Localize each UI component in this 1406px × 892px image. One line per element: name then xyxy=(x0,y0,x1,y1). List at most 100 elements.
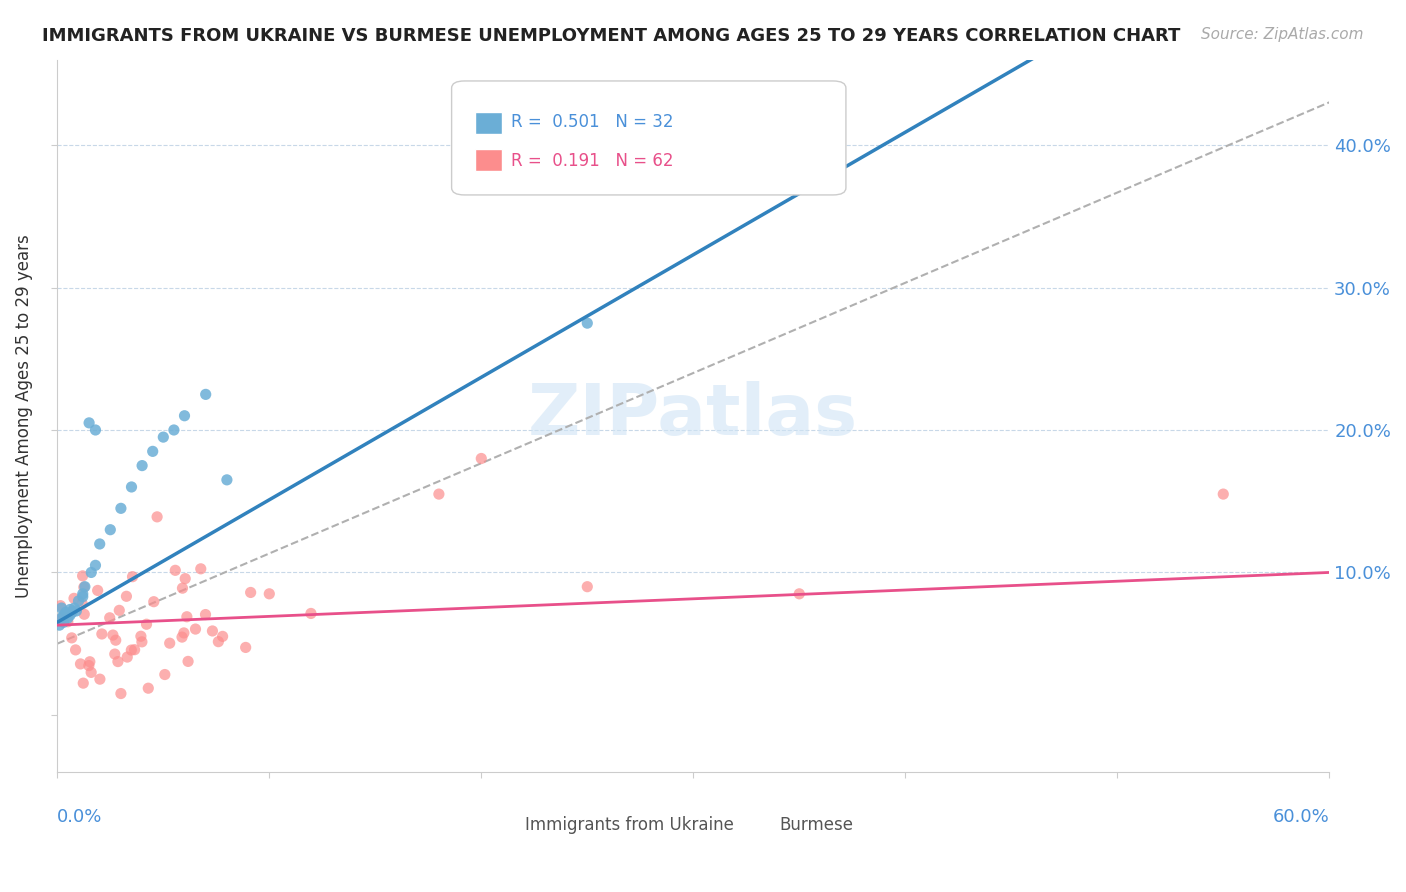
Point xyxy=(190,562,212,576)
Point xyxy=(77,416,100,430)
Point xyxy=(101,628,124,642)
Point xyxy=(72,569,94,583)
Point xyxy=(89,537,111,551)
Point xyxy=(194,387,217,401)
Point xyxy=(56,615,79,629)
Point xyxy=(79,655,101,669)
Point xyxy=(108,603,131,617)
Point xyxy=(177,654,200,668)
Point xyxy=(129,629,152,643)
Point xyxy=(59,602,82,616)
Point xyxy=(59,608,82,623)
Point xyxy=(787,587,810,601)
Text: ZIPatlas: ZIPatlas xyxy=(529,381,858,450)
Point xyxy=(49,599,72,613)
Point xyxy=(136,681,159,696)
Point xyxy=(239,585,262,599)
Point xyxy=(98,523,121,537)
Point xyxy=(142,444,165,458)
Point xyxy=(201,624,224,638)
Point xyxy=(207,634,229,648)
Point xyxy=(60,631,83,645)
Point xyxy=(72,590,94,604)
Point xyxy=(77,658,100,673)
Text: R =  0.501   N = 32: R = 0.501 N = 32 xyxy=(512,113,673,131)
FancyBboxPatch shape xyxy=(744,814,772,838)
Point xyxy=(159,636,181,650)
Point xyxy=(52,615,75,630)
Point xyxy=(84,423,107,437)
Point xyxy=(211,629,233,643)
Point xyxy=(194,607,217,622)
Point xyxy=(427,487,450,501)
FancyBboxPatch shape xyxy=(474,149,502,171)
Text: IMMIGRANTS FROM UKRAINE VS BURMESE UNEMPLOYMENT AMONG AGES 25 TO 29 YEARS CORREL: IMMIGRANTS FROM UKRAINE VS BURMESE UNEMP… xyxy=(42,27,1181,45)
Point xyxy=(73,580,96,594)
Point xyxy=(48,618,70,632)
Point xyxy=(163,423,186,437)
Point xyxy=(165,563,187,577)
Point xyxy=(65,643,87,657)
Point xyxy=(98,611,121,625)
Point xyxy=(86,583,108,598)
Text: Burmese: Burmese xyxy=(780,816,853,834)
Point xyxy=(51,601,73,615)
FancyBboxPatch shape xyxy=(489,814,517,838)
Point xyxy=(52,608,75,623)
Point xyxy=(60,604,83,618)
Point xyxy=(152,430,174,444)
Point xyxy=(120,643,142,657)
Point xyxy=(146,509,169,524)
Point xyxy=(56,611,79,625)
Point xyxy=(84,558,107,573)
Point xyxy=(67,594,90,608)
Point xyxy=(299,607,322,621)
FancyBboxPatch shape xyxy=(474,112,502,135)
Point xyxy=(63,591,86,606)
Point xyxy=(235,640,257,655)
Point xyxy=(110,687,132,701)
Text: Immigrants from Ukraine: Immigrants from Ukraine xyxy=(526,816,734,834)
Text: Source: ZipAtlas.com: Source: ZipAtlas.com xyxy=(1201,27,1364,42)
Point xyxy=(1212,487,1234,501)
Text: R =  0.191   N = 62: R = 0.191 N = 62 xyxy=(512,152,673,169)
Point xyxy=(172,581,194,595)
Point xyxy=(89,672,111,686)
Point xyxy=(173,409,195,423)
Point xyxy=(72,676,94,690)
Point xyxy=(73,580,96,594)
Point xyxy=(124,642,146,657)
Point xyxy=(135,617,157,632)
Point xyxy=(104,633,127,648)
Text: 60.0%: 60.0% xyxy=(1272,807,1329,825)
Point xyxy=(170,630,193,644)
Point xyxy=(176,609,198,624)
Point xyxy=(104,647,127,661)
Point xyxy=(69,657,91,671)
Point xyxy=(215,473,238,487)
Point xyxy=(259,587,281,601)
Point xyxy=(63,601,86,615)
Point xyxy=(131,635,153,649)
Point xyxy=(184,622,207,636)
Point xyxy=(90,627,112,641)
Point xyxy=(174,572,197,586)
Text: 0.0%: 0.0% xyxy=(58,807,103,825)
Point xyxy=(107,655,129,669)
Point xyxy=(80,566,103,580)
Point xyxy=(121,480,143,494)
Point xyxy=(153,667,176,681)
Point xyxy=(131,458,153,473)
Point xyxy=(60,605,83,619)
Point xyxy=(121,570,143,584)
Point xyxy=(73,607,96,622)
Point xyxy=(142,595,165,609)
Point xyxy=(576,580,599,594)
Point xyxy=(110,501,132,516)
FancyBboxPatch shape xyxy=(451,81,846,195)
Point xyxy=(115,589,138,603)
Point xyxy=(173,626,195,640)
Point xyxy=(80,665,103,680)
Point xyxy=(65,604,87,618)
Point xyxy=(576,316,599,330)
